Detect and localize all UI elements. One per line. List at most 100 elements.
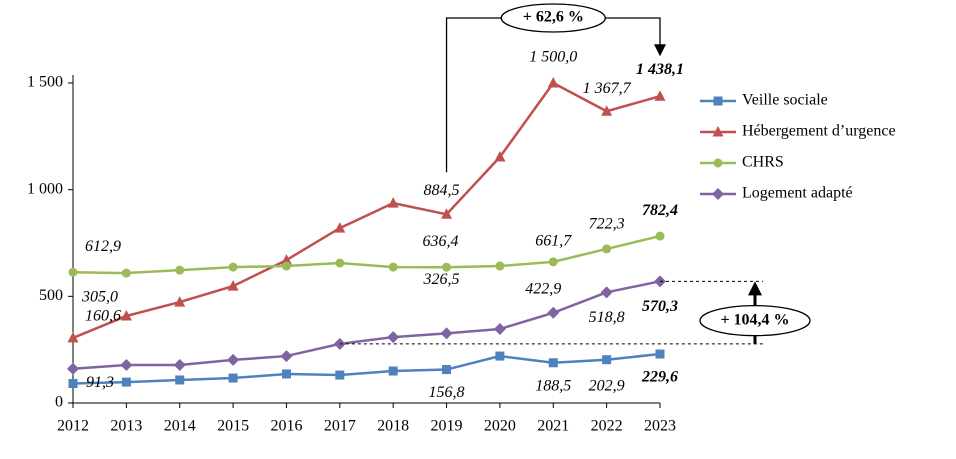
data-label: 188,5 [535, 377, 571, 394]
marker [600, 286, 613, 299]
marker [601, 105, 613, 116]
x-tick-label: 2012 [57, 418, 89, 435]
data-label: 782,4 [642, 202, 678, 219]
marker [495, 351, 505, 361]
marker [120, 359, 133, 372]
series-line [72, 352, 661, 385]
arrow-head [654, 44, 666, 57]
x-tick-label: 2013 [110, 418, 142, 435]
marker [494, 151, 506, 162]
arrow-head [748, 281, 762, 296]
data-label: 160,6 [85, 307, 121, 324]
x-tick-label: 2018 [377, 418, 409, 435]
y-tick-label: 500 [39, 287, 63, 304]
marker [441, 208, 453, 219]
annotation: + 104,4 % [720, 311, 789, 328]
marker [121, 377, 131, 387]
marker [602, 244, 612, 254]
marker [227, 280, 239, 291]
x-tick-label: 2019 [431, 418, 463, 435]
marker [713, 96, 723, 106]
data-label: 229,6 [641, 369, 678, 386]
marker [712, 126, 724, 137]
marker [442, 365, 452, 375]
x-tick-label: 2022 [591, 418, 623, 435]
marker [712, 188, 724, 200]
marker [68, 267, 78, 277]
marker [548, 358, 558, 368]
marker [602, 355, 612, 365]
legend-label: CHRS [742, 154, 784, 171]
data-label: 1 438,1 [636, 61, 684, 78]
annotation: + 62,6 % [523, 9, 584, 26]
data-label: 636,4 [423, 233, 459, 250]
marker [281, 261, 291, 271]
marker [493, 322, 506, 335]
legend-label: Logement adapté [742, 185, 853, 202]
x-tick-label: 2020 [484, 418, 516, 435]
data-label: 305,0 [81, 289, 118, 306]
annotation-box [699, 304, 811, 337]
data-label: 722,3 [589, 216, 625, 233]
data-label: 1 500,0 [529, 49, 577, 66]
x-tick-label: 2014 [164, 418, 196, 435]
data-label: 570,3 [642, 298, 678, 315]
marker [442, 262, 452, 272]
marker [173, 359, 186, 372]
marker [281, 369, 291, 379]
data-label: 326,5 [423, 271, 460, 288]
marker [547, 77, 559, 88]
marker [548, 257, 558, 267]
data-label: 91,3 [86, 374, 114, 391]
marker [335, 258, 345, 268]
x-tick-label: 2023 [644, 418, 676, 435]
data-label: 612,9 [85, 238, 121, 255]
data-label: 422,9 [525, 280, 561, 297]
marker [713, 158, 723, 168]
marker [654, 90, 666, 101]
legend-label: Hébergement d’urgence [742, 123, 896, 140]
series-line [72, 81, 661, 340]
data-label: 202,9 [589, 377, 625, 394]
marker [655, 349, 665, 359]
marker [228, 373, 238, 383]
marker [175, 375, 185, 385]
marker [655, 231, 665, 241]
marker [547, 306, 560, 319]
marker [280, 350, 293, 363]
marker [388, 366, 398, 376]
marker [387, 197, 399, 208]
y-tick-label: 1 500 [27, 74, 63, 91]
marker [68, 379, 78, 389]
marker [67, 362, 79, 375]
marker [335, 370, 345, 380]
data-label: 518,8 [589, 309, 625, 326]
marker [120, 309, 132, 321]
x-tick-label: 2017 [324, 418, 356, 435]
series-line [72, 280, 661, 370]
marker [387, 331, 400, 344]
data-label: 661,7 [535, 233, 572, 250]
marker [175, 265, 185, 275]
y-tick-label: 1 000 [27, 180, 63, 197]
marker [121, 268, 131, 278]
marker [174, 296, 186, 307]
x-tick-label: 2015 [217, 418, 249, 435]
data-label: 156,8 [429, 384, 465, 401]
marker [227, 353, 240, 366]
marker [440, 327, 453, 340]
marker [228, 262, 238, 272]
marker [67, 331, 79, 343]
legend-label: Veille sociale [742, 92, 828, 109]
data-label: 1 367,7 [583, 80, 632, 97]
x-tick-label: 2016 [270, 418, 302, 435]
series-line [72, 234, 661, 275]
data-label: 884,5 [424, 182, 460, 199]
annotation-box [500, 3, 606, 33]
marker [388, 262, 398, 272]
marker [495, 261, 505, 271]
y-tick-label: 0 [55, 394, 63, 411]
marker [334, 222, 346, 233]
x-tick-label: 2021 [537, 418, 569, 435]
